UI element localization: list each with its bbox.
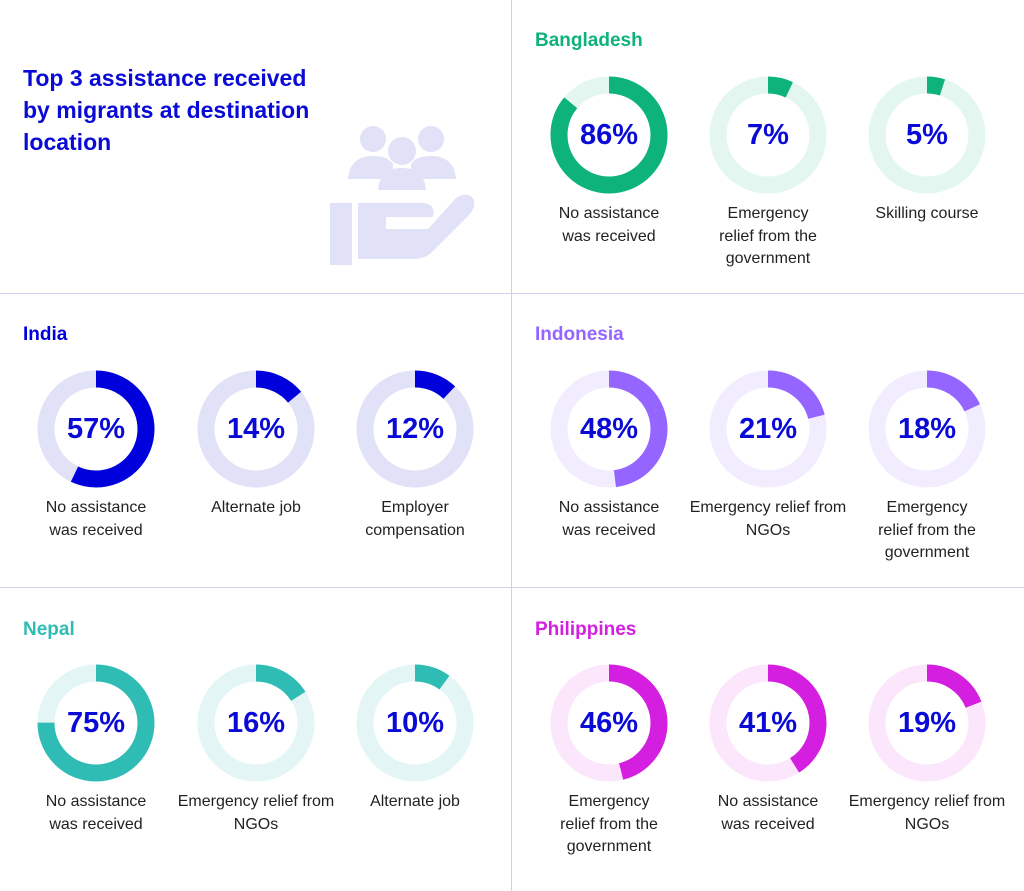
donut-chart: 16% xyxy=(197,664,315,782)
percent-value: 14% xyxy=(226,413,286,445)
percent-value: 57% xyxy=(66,413,126,445)
donut-label: Emergency relief from the government xyxy=(560,793,658,855)
donut-chart: 86% xyxy=(550,76,668,194)
donut-arc xyxy=(868,370,986,488)
page-title: Top 3 assistance received by migrants at… xyxy=(23,65,310,155)
donut-chart: 21% xyxy=(709,370,827,488)
donut-arc xyxy=(709,76,827,194)
donut-label: Emergency relief from NGOs xyxy=(848,793,1006,833)
percent-value: 86% xyxy=(579,119,639,151)
donut-label: No assistance was received xyxy=(45,793,147,833)
percent-value: 18% xyxy=(897,413,957,445)
percent-value: 10% xyxy=(385,707,445,739)
donut-chart: 41% xyxy=(709,664,827,782)
donut-arc xyxy=(197,664,315,782)
donut-label: Alternate job xyxy=(211,499,301,516)
country-title: Indonesia xyxy=(535,324,624,345)
donut-arc xyxy=(37,370,155,488)
percent-value: 19% xyxy=(897,707,957,739)
donut-arc xyxy=(868,76,986,194)
donut-label: Emergency relief from the government xyxy=(719,205,817,267)
donut-arc xyxy=(709,370,827,488)
donut-arc xyxy=(197,370,315,488)
donut-chart: 12% xyxy=(356,370,474,488)
donut-chart: 10% xyxy=(356,664,474,782)
percent-value: 75% xyxy=(66,707,126,739)
donut-arc xyxy=(709,664,827,782)
donut-label: Emergency relief from NGOs xyxy=(177,793,335,833)
donut-chart: 48% xyxy=(550,370,668,488)
percent-value: 5% xyxy=(906,119,948,151)
horizontal-divider xyxy=(0,293,1024,294)
donut-chart: 19% xyxy=(868,664,986,782)
donut-chart: 5% xyxy=(868,76,986,194)
donut-label: Employer compensation xyxy=(365,499,465,539)
percent-value: 48% xyxy=(579,413,639,445)
donut-arc xyxy=(550,664,668,782)
helping-hand-people-icon xyxy=(328,124,478,274)
country-title: Nepal xyxy=(23,619,75,640)
donut-label: Emergency relief from the government xyxy=(878,499,976,561)
percent-value: 12% xyxy=(385,413,445,445)
donut-label: No assistance was received xyxy=(558,499,660,539)
percent-value: 16% xyxy=(226,707,286,739)
country-title: Bangladesh xyxy=(535,30,643,51)
donut-label: Skilling course xyxy=(875,205,979,222)
donut-chart: 18% xyxy=(868,370,986,488)
vertical-divider xyxy=(511,0,512,891)
percent-value: 46% xyxy=(579,707,639,739)
donut-label: No assistance was received xyxy=(717,793,819,833)
donut-arc xyxy=(356,664,474,782)
donut-chart: 75% xyxy=(37,664,155,782)
donut-label: No assistance was received xyxy=(558,205,660,245)
donut-chart: 46% xyxy=(550,664,668,782)
donut-arc xyxy=(868,664,986,782)
percent-value: 21% xyxy=(738,413,798,445)
donut-arc xyxy=(356,370,474,488)
donut-arc xyxy=(37,664,155,782)
country-title: Philippines xyxy=(535,619,637,640)
donut-label: No assistance was received xyxy=(45,499,147,539)
donut-arc xyxy=(550,76,668,194)
donut-label: Emergency relief from NGOs xyxy=(689,499,847,539)
percent-value: 41% xyxy=(738,707,798,739)
donut-arc xyxy=(550,370,668,488)
donut-chart: 14% xyxy=(197,370,315,488)
country-title: India xyxy=(23,324,68,345)
donut-chart: 7% xyxy=(709,76,827,194)
donut-label: Alternate job xyxy=(370,793,460,810)
percent-value: 7% xyxy=(747,119,789,151)
horizontal-divider xyxy=(0,587,1024,588)
donut-chart: 57% xyxy=(37,370,155,488)
